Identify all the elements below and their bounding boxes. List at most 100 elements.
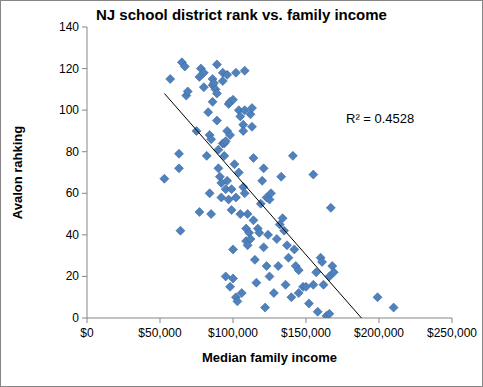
point bbox=[174, 149, 183, 158]
point bbox=[220, 151, 229, 160]
point bbox=[262, 262, 271, 271]
point bbox=[309, 170, 318, 179]
annotation: R² = 0.4528 bbox=[346, 111, 414, 126]
point bbox=[278, 214, 287, 223]
y-tick bbox=[82, 193, 87, 194]
y-tick-label: 100 bbox=[59, 103, 79, 117]
point bbox=[313, 307, 322, 316]
point bbox=[180, 62, 189, 71]
point bbox=[204, 108, 213, 117]
point bbox=[199, 83, 208, 92]
y-tick bbox=[82, 110, 87, 111]
point bbox=[283, 241, 292, 250]
point bbox=[212, 116, 221, 125]
point bbox=[290, 245, 299, 254]
y-tick-label: 80 bbox=[66, 145, 80, 159]
point bbox=[212, 89, 221, 98]
chart: NJ school district rank vs. family incom… bbox=[0, 0, 483, 387]
x-tick bbox=[306, 318, 307, 323]
point bbox=[239, 126, 248, 135]
point bbox=[247, 104, 256, 113]
y-axis-title: Avalon rahking bbox=[10, 126, 25, 219]
point bbox=[231, 193, 240, 202]
point bbox=[205, 189, 214, 198]
point bbox=[255, 228, 264, 237]
point bbox=[265, 272, 274, 281]
point bbox=[329, 268, 338, 277]
y-tick bbox=[82, 318, 87, 319]
point bbox=[294, 266, 303, 275]
y-tick-label: 60 bbox=[66, 186, 80, 200]
y-tick-label: 40 bbox=[66, 228, 80, 242]
y-tick-label: 120 bbox=[59, 62, 79, 76]
x-tick-label: $250,000 bbox=[427, 326, 477, 340]
point bbox=[259, 243, 268, 252]
point bbox=[183, 87, 192, 96]
trendline bbox=[164, 94, 361, 318]
y-tick-label: 140 bbox=[59, 20, 79, 34]
x-tick-label: $200,000 bbox=[354, 326, 404, 340]
point bbox=[160, 174, 169, 183]
point bbox=[277, 172, 286, 181]
point bbox=[259, 164, 268, 173]
point bbox=[389, 303, 398, 312]
point bbox=[281, 280, 290, 289]
plot-area bbox=[160, 58, 398, 318]
point bbox=[318, 257, 327, 266]
title: NJ school district rank vs. family incom… bbox=[96, 6, 387, 23]
point bbox=[266, 189, 275, 198]
x-tick bbox=[160, 318, 161, 323]
x-axis bbox=[87, 318, 452, 319]
point bbox=[325, 309, 334, 318]
point bbox=[231, 68, 240, 77]
x-tick-label: $0 bbox=[80, 326, 94, 340]
x-axis-title: Median family income bbox=[202, 350, 337, 365]
point bbox=[199, 68, 208, 77]
point bbox=[274, 262, 283, 271]
point bbox=[240, 189, 249, 198]
point bbox=[261, 303, 270, 312]
point bbox=[224, 195, 233, 204]
point bbox=[227, 185, 236, 194]
point bbox=[176, 226, 185, 235]
x-tick bbox=[87, 318, 88, 323]
point bbox=[226, 131, 235, 140]
x-tick-label: $150,000 bbox=[281, 326, 331, 340]
point bbox=[166, 74, 175, 83]
point bbox=[223, 176, 232, 185]
point bbox=[309, 280, 318, 289]
point bbox=[302, 282, 311, 291]
point bbox=[284, 253, 293, 262]
point bbox=[223, 70, 232, 79]
y-tick bbox=[82, 27, 87, 28]
y-tick bbox=[82, 151, 87, 152]
point bbox=[234, 168, 243, 177]
point bbox=[229, 274, 238, 283]
point bbox=[319, 280, 328, 289]
point bbox=[195, 207, 204, 216]
point bbox=[258, 176, 267, 185]
point bbox=[217, 193, 226, 202]
y-tick bbox=[82, 234, 87, 235]
point bbox=[243, 210, 252, 219]
point bbox=[202, 151, 211, 160]
point bbox=[240, 66, 249, 75]
x-tick-label: $50,000 bbox=[138, 326, 182, 340]
point bbox=[214, 164, 223, 173]
x-tick bbox=[452, 318, 453, 323]
point bbox=[247, 122, 256, 131]
point bbox=[233, 297, 242, 306]
point bbox=[269, 289, 278, 298]
x-tick bbox=[379, 318, 380, 323]
y-tick-label: 20 bbox=[66, 269, 80, 283]
point bbox=[249, 216, 258, 225]
x-tick bbox=[233, 318, 234, 323]
point bbox=[304, 299, 313, 308]
point bbox=[226, 282, 235, 291]
point bbox=[326, 203, 335, 212]
point bbox=[287, 293, 296, 302]
point bbox=[229, 245, 238, 254]
point bbox=[249, 153, 258, 162]
chart-border bbox=[1, 1, 483, 387]
point bbox=[264, 230, 273, 239]
